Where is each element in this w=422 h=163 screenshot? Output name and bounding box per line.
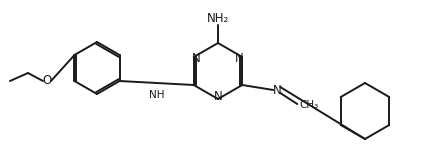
Text: NH₂: NH₂ <box>207 13 229 25</box>
Text: O: O <box>42 74 51 88</box>
Text: N: N <box>273 83 281 96</box>
Text: N: N <box>235 52 244 65</box>
Text: N: N <box>192 52 201 65</box>
Text: N: N <box>214 89 222 103</box>
Text: NH: NH <box>149 90 165 100</box>
Text: CH₃: CH₃ <box>299 100 319 110</box>
